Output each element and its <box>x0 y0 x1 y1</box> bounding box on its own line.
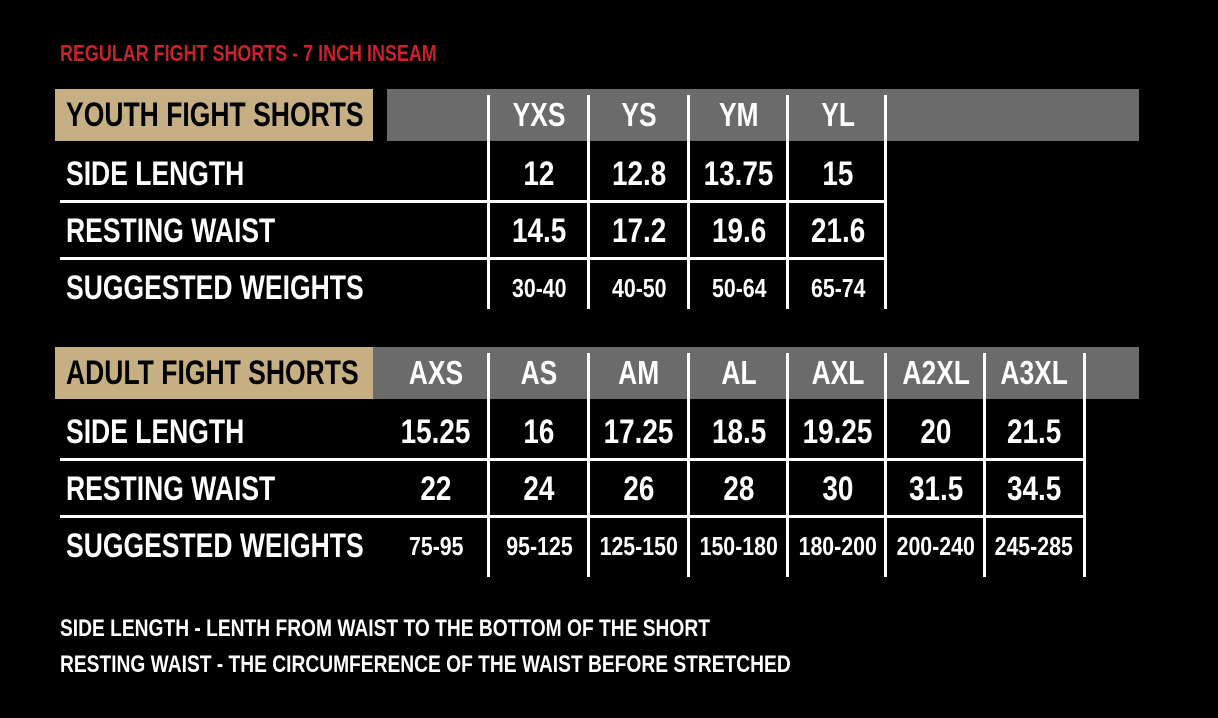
youth-size-yl: YL <box>821 96 855 133</box>
adult-cell: 22 <box>420 470 452 508</box>
youth-header-band <box>387 89 1139 141</box>
adult-cell: 20 <box>920 413 952 451</box>
adult-cell: 245-285 <box>994 531 1074 561</box>
youth-cell: 12 <box>523 155 555 193</box>
adult-size-a2xl: A2XL <box>902 354 970 391</box>
adult-col-divider <box>1083 353 1086 577</box>
adult-col-divider <box>786 353 789 577</box>
adult-row-label-suggested-weights: SUGGESTED WEIGHTS <box>66 527 364 565</box>
adult-cell: 21.5 <box>1006 413 1062 451</box>
adult-col-divider <box>687 353 690 577</box>
adult-col-divider <box>487 353 490 577</box>
adult-col-divider <box>983 353 986 577</box>
note-side-length: SIDE LENGTH - LENTH FROM WAIST TO THE BO… <box>60 615 710 642</box>
youth-row-label-suggested-weights: SUGGESTED WEIGHTS <box>66 269 364 307</box>
adult-size-al: AL <box>721 354 757 391</box>
adult-cell: 125-150 <box>599 531 679 561</box>
youth-cell: 50-64 <box>711 273 767 303</box>
youth-size-yxs: YXS <box>512 96 566 133</box>
youth-size-ym: YM <box>719 96 759 133</box>
adult-cell: 24 <box>523 470 555 508</box>
adult-cell: 31.5 <box>908 470 964 508</box>
youth-cell: 14.5 <box>511 212 567 250</box>
page-title: REGULAR FIGHT SHORTS - 7 INCH INSEAM <box>60 40 437 66</box>
youth-table-label: YOUTH FIGHT SHORTS <box>55 89 373 141</box>
adult-col-divider <box>884 353 887 577</box>
adult-size-axl: AXL <box>811 354 865 391</box>
youth-cell: 30-40 <box>511 273 567 303</box>
youth-col-divider <box>687 95 690 309</box>
adult-size-am: AM <box>618 354 660 391</box>
youth-row-divider <box>60 200 886 203</box>
adult-size-a3xl: A3XL <box>1000 354 1068 391</box>
youth-row-label-resting-waist: RESTING WAIST <box>66 212 276 250</box>
youth-col-divider <box>786 95 789 309</box>
adult-size-as: AS <box>520 354 558 391</box>
adult-row-label-side-length: SIDE LENGTH <box>66 413 245 451</box>
youth-cell: 65-74 <box>810 273 866 303</box>
adult-row-label-resting-waist: RESTING WAIST <box>66 470 276 508</box>
youth-cell: 17.2 <box>611 212 667 250</box>
youth-cell: 12.8 <box>611 155 667 193</box>
adult-cell: 180-200 <box>798 531 878 561</box>
youth-col-divider <box>487 95 490 309</box>
adult-cell: 15.25 <box>401 413 471 451</box>
note-resting-waist: RESTING WAIST - THE CIRCUMFERENCE OF THE… <box>60 651 791 678</box>
adult-cell: 75-95 <box>408 531 464 561</box>
adult-cell: 17.25 <box>604 413 674 451</box>
youth-cell: 19.6 <box>711 212 767 250</box>
adult-cell: 16 <box>523 413 555 451</box>
adult-cell: 30 <box>822 470 854 508</box>
adult-table-label: ADULT FIGHT SHORTS <box>55 347 373 399</box>
adult-row-divider <box>60 458 1085 461</box>
youth-row-divider <box>60 257 886 260</box>
youth-cell: 21.6 <box>810 212 866 250</box>
adult-col-divider <box>587 353 590 577</box>
youth-size-ys: YS <box>621 96 657 133</box>
adult-cell: 95-125 <box>505 531 573 561</box>
adult-header-band <box>373 347 1139 399</box>
youth-col-divider <box>884 95 887 309</box>
youth-col-divider <box>587 95 590 309</box>
adult-row-divider <box>60 515 1085 518</box>
adult-size-axs: AXS <box>408 354 464 391</box>
adult-cell: 150-180 <box>699 531 779 561</box>
adult-cell: 34.5 <box>1006 470 1062 508</box>
adult-cell: 26 <box>623 470 655 508</box>
youth-row-label-side-length: SIDE LENGTH <box>66 155 245 193</box>
youth-cell: 15 <box>822 155 854 193</box>
adult-cell: 18.5 <box>711 413 767 451</box>
youth-cell: 40-50 <box>611 273 667 303</box>
adult-cell: 200-240 <box>896 531 976 561</box>
adult-cell: 19.25 <box>803 413 873 451</box>
youth-cell: 13.75 <box>704 155 774 193</box>
adult-cell: 28 <box>723 470 755 508</box>
